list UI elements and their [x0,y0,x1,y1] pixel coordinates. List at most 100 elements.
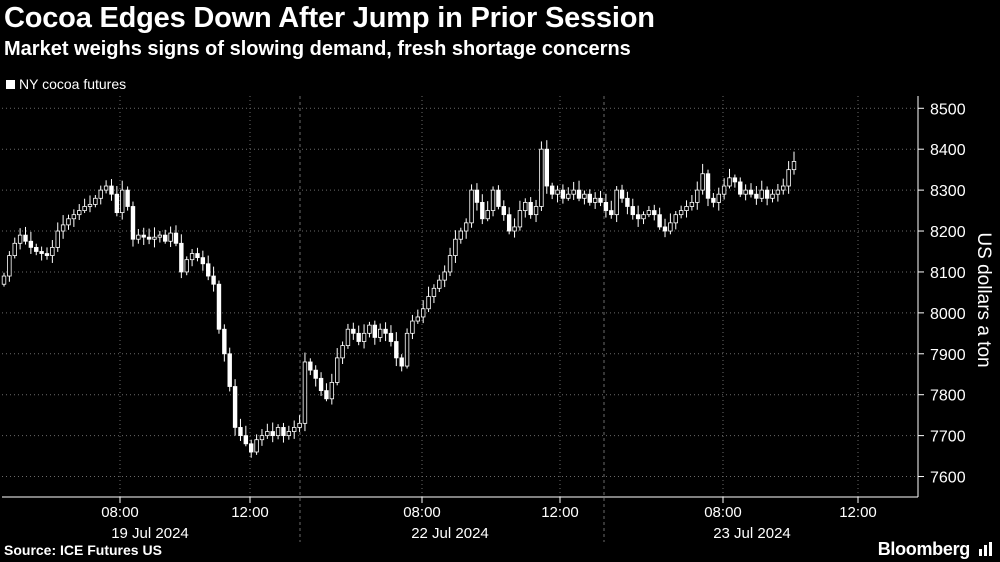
candle-body [109,185,114,195]
candle-body [60,224,66,232]
candle-body [356,332,361,342]
y-tick-label: 8000 [930,306,966,323]
candle-body [367,324,372,334]
candle-body [120,189,125,214]
candle-body [55,230,60,248]
candle-body [711,197,716,203]
candle-body [329,382,335,400]
candle-body [179,242,184,273]
candle-body [791,161,797,171]
candle-body [232,386,238,428]
candle-body [17,234,23,244]
candle-body [23,234,28,242]
y-tick-label: 8100 [930,265,966,282]
candle-body [200,257,206,265]
candle-body [12,242,17,256]
candle-body [297,422,302,428]
candle-body [399,357,404,367]
candle-body [265,431,270,437]
candle-body [668,222,673,232]
candle-body [334,357,340,383]
candle-body [641,214,646,220]
candle-body [195,253,200,259]
y-tick-label: 7900 [930,347,966,364]
chart-subtitle: Market weighs signs of slowing demand, f… [4,38,631,60]
candle-body [377,328,383,338]
candle-body [544,148,549,187]
candle-body [114,193,120,214]
candle-body [539,148,544,207]
candle-body [463,222,469,232]
candle-body [533,206,539,216]
candle-body [168,232,173,242]
candle-body [394,341,399,359]
candle-body [157,234,163,238]
candle-body [103,185,109,191]
candle-body [249,443,254,453]
candle-body [39,251,44,254]
y-tick-label: 8400 [930,142,966,159]
x-tick-label: 08:00 [403,504,441,521]
legend-swatch [6,79,15,89]
candle-body [786,169,791,187]
candle-body [227,353,232,387]
candle-body [426,296,431,310]
candle-body [490,189,496,211]
y-tick-label: 7800 [930,388,966,405]
candle-body [695,189,700,203]
candle-body [82,206,87,211]
candle-body [619,189,625,199]
candle-body [598,197,603,203]
candle-body [222,328,227,355]
candle-body [453,238,458,256]
x-tick-label: 12:00 [231,504,269,521]
candle-body [281,427,286,437]
candle-body [286,431,292,437]
candle-body [700,173,705,191]
candle-body [684,206,689,211]
candle-body [141,234,146,238]
candlesticks [1,140,797,458]
candle-body [173,232,179,244]
candle-body [152,236,157,240]
candle-body [738,181,743,195]
x-tick-label: 12:00 [839,504,877,521]
candle-body [571,189,576,195]
candle-body [566,193,571,199]
candle-body [50,246,55,256]
y-axis: 7600 7700 7800 7900 8000 8100 8200 8300 8400 8500 [917,96,966,497]
candle-body [576,189,582,199]
candle-body [614,189,619,216]
candle-body [324,390,329,400]
legend-label: NY cocoa futures [19,76,127,92]
candle-body [447,255,453,273]
y-tick-label: 7600 [930,470,966,487]
candle-body [657,214,662,228]
x-date-label: 22 Jul 2024 [411,525,489,542]
candle-body [87,204,93,207]
candle-body [130,206,136,240]
candle-body [34,246,39,252]
candle-body [592,197,598,203]
candle-body [781,185,786,191]
candle-body [517,210,523,228]
candle-body [254,439,259,453]
candle-body [184,259,189,273]
candle-body [770,193,775,199]
candle-body [501,206,506,216]
candle-body [630,206,635,216]
candle-body [437,279,442,289]
bloomberg-chart-icon [979,542,992,556]
candle-body [302,361,308,424]
candle-body [372,324,378,338]
candle-body [388,332,394,342]
candle-body [458,230,464,240]
candle-body [506,214,512,232]
candle-body [420,308,426,318]
y-tick-label: 7700 [930,429,966,446]
candle-body [93,197,98,205]
candle-body [496,189,501,207]
candle-body [71,214,77,220]
x-date-label: 19 Jul 2024 [111,525,189,542]
candle-body [555,189,560,195]
